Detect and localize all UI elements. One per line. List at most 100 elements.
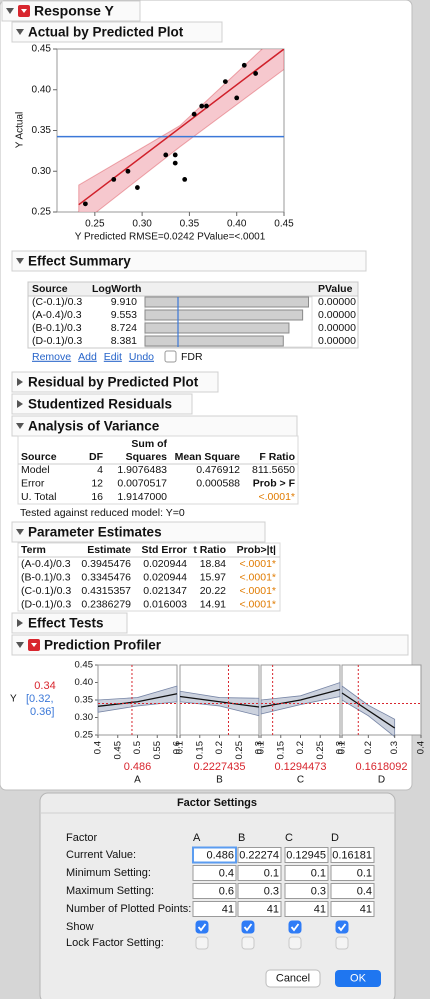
red-triangle-icon bbox=[31, 643, 37, 647]
checkbox-checked[interactable] bbox=[195, 920, 209, 934]
checkbox-disabled[interactable] bbox=[195, 936, 209, 950]
factor-name: A bbox=[134, 775, 141, 786]
x-tick-label: 0.15 bbox=[194, 741, 205, 760]
cell: <.0001* bbox=[240, 585, 277, 597]
pvalue: 0.00000 bbox=[318, 309, 356, 321]
input-field[interactable] bbox=[237, 847, 282, 863]
checkbox[interactable] bbox=[164, 350, 177, 363]
data-point bbox=[253, 71, 259, 76]
ok-button[interactable] bbox=[335, 970, 381, 987]
input-field[interactable] bbox=[284, 847, 329, 863]
checkmark bbox=[243, 923, 253, 932]
input-value: 0.4 bbox=[219, 867, 234, 879]
input-field[interactable] bbox=[237, 901, 282, 917]
y-tick-label: 0.30 bbox=[32, 166, 52, 177]
section-header-box bbox=[11, 612, 128, 634]
input-field[interactable] bbox=[330, 901, 375, 917]
x-tick-label: 0.3 bbox=[254, 741, 265, 754]
pvalue: 0.00000 bbox=[318, 322, 356, 334]
input-field[interactable] bbox=[284, 901, 329, 917]
y-axis-label: Y Actual bbox=[15, 112, 26, 149]
disclosure-open[interactable] bbox=[16, 529, 24, 535]
input-value: 41 bbox=[314, 903, 326, 915]
logworth-bar bbox=[144, 335, 284, 347]
current-value: 0.486 bbox=[124, 761, 152, 773]
input-value: 0.22274 bbox=[239, 849, 279, 861]
data-point bbox=[111, 177, 117, 182]
checkbox-disabled[interactable] bbox=[241, 936, 255, 950]
x-tick-label: 0.15 bbox=[275, 741, 286, 760]
interval-low: [0.32, bbox=[26, 693, 54, 705]
input-field[interactable] bbox=[284, 883, 329, 899]
input-field[interactable] bbox=[330, 883, 375, 899]
cell: 16 bbox=[91, 491, 103, 503]
checkbox-checked[interactable] bbox=[241, 920, 255, 934]
x-tick-label: 0.2 bbox=[214, 741, 225, 754]
x-axis-label: Y Predicted RMSE=0.0242 PValue=<.0001 bbox=[75, 232, 266, 243]
y-tick-label: 0.25 bbox=[32, 207, 52, 218]
disclosure-closed[interactable] bbox=[17, 400, 23, 408]
disclosure-open[interactable] bbox=[16, 423, 24, 429]
input-field[interactable] bbox=[192, 883, 237, 899]
source: (A-0.4)/0.3 bbox=[32, 309, 82, 321]
x-tick-label: 0.5 bbox=[132, 741, 143, 754]
input-value: 41 bbox=[267, 903, 279, 915]
checkbox-disabled[interactable] bbox=[335, 936, 349, 950]
link[interactable]: Undo bbox=[129, 351, 154, 363]
disclosure-open[interactable] bbox=[6, 8, 14, 14]
disclosure-closed[interactable] bbox=[17, 378, 23, 386]
section-title: Parameter Estimates bbox=[28, 525, 162, 540]
x-tick-label: 0.45 bbox=[274, 219, 294, 230]
y-tick-label: 0.35 bbox=[75, 695, 94, 706]
x-tick-label: 0.3 bbox=[335, 741, 346, 754]
checkbox-disabled[interactable] bbox=[288, 936, 302, 950]
x-tick-label: 0.1 bbox=[175, 741, 186, 754]
link[interactable]: Edit bbox=[104, 351, 122, 363]
logworth: 9.553 bbox=[111, 309, 137, 321]
x-tick-label: 0.2 bbox=[363, 741, 374, 754]
cell: 0.016003 bbox=[143, 598, 187, 610]
input-field[interactable] bbox=[284, 865, 329, 881]
data-point bbox=[125, 168, 131, 174]
cancel-button[interactable] bbox=[265, 969, 321, 988]
column-header: Squares bbox=[126, 451, 168, 463]
column-header: Mean Square bbox=[175, 451, 241, 463]
confidence-band bbox=[260, 681, 341, 715]
dialog-title: Factor Settings bbox=[177, 797, 257, 809]
disclosure-open[interactable] bbox=[16, 642, 24, 648]
input-field[interactable] bbox=[192, 901, 237, 917]
checkbox-checked[interactable] bbox=[335, 920, 349, 934]
row-label: Minimum Setting: bbox=[66, 867, 151, 879]
column-header: Sum of bbox=[131, 438, 167, 450]
input-field[interactable] bbox=[192, 846, 237, 864]
link[interactable]: Remove bbox=[32, 351, 71, 363]
response-name: Y bbox=[10, 694, 17, 705]
section-title: Response Y bbox=[34, 3, 115, 19]
input-value: 41 bbox=[360, 903, 372, 915]
input-field[interactable] bbox=[330, 865, 375, 881]
disclosure-closed[interactable] bbox=[17, 619, 23, 627]
input-value: 0.16181 bbox=[332, 849, 372, 861]
x-tick-label: 0.25 bbox=[315, 741, 326, 760]
input-field[interactable] bbox=[237, 883, 282, 899]
current-value: 0.1294473 bbox=[275, 761, 327, 773]
input-field[interactable] bbox=[330, 847, 375, 863]
column-header: LogWorth bbox=[92, 283, 141, 295]
cell: 4 bbox=[97, 464, 103, 476]
prediction-value: 0.34 bbox=[34, 680, 55, 692]
disclosure-open[interactable] bbox=[16, 258, 24, 264]
input-field[interactable] bbox=[237, 865, 282, 881]
x-tick-label: 0.1 bbox=[256, 741, 267, 754]
checkbox-checked[interactable] bbox=[288, 920, 302, 934]
pvalue: 0.00000 bbox=[318, 335, 356, 347]
input-field[interactable] bbox=[192, 865, 237, 881]
x-tick-label: 0.35 bbox=[180, 219, 200, 230]
data-point bbox=[163, 152, 169, 158]
disclosure-open[interactable] bbox=[16, 29, 24, 35]
link[interactable]: Add bbox=[78, 351, 97, 363]
cell: 1.9076483 bbox=[117, 464, 167, 476]
x-tick-label: 0.55 bbox=[152, 741, 163, 760]
cell: 15.97 bbox=[200, 571, 226, 583]
